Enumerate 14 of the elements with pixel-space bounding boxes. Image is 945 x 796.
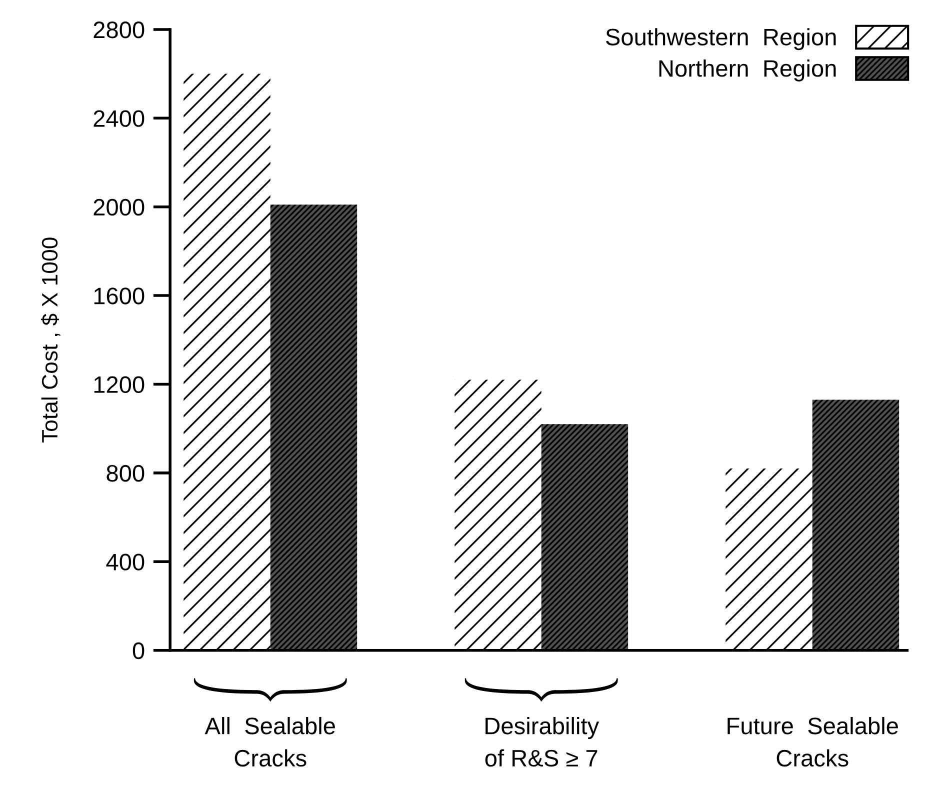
y-tick-label: 1600 [94, 288, 144, 304]
y-axis-title: Total Cost , $ X 1000 [40, 238, 60, 443]
y-tick-label: 0 [132, 642, 144, 660]
x-tick-label: All Sealable Cracks [204, 717, 335, 767]
y-tick-label: 2800 [94, 22, 144, 38]
y-tick-label: 2400 [94, 110, 144, 127]
x-tick-label: Desirability of R&S ≥ 7 [485, 717, 600, 767]
y-tick-label: 800 [106, 465, 144, 482]
legend-label: Northern Region [659, 59, 836, 82]
x-tick-label: Future Sealable Cracks [728, 717, 898, 767]
y-tick-label: 1200 [94, 376, 144, 394]
legend-label: Southwestern Region [606, 28, 836, 50]
y-tick-label: 2000 [94, 198, 144, 216]
y-tick-label: 400 [106, 554, 144, 570]
